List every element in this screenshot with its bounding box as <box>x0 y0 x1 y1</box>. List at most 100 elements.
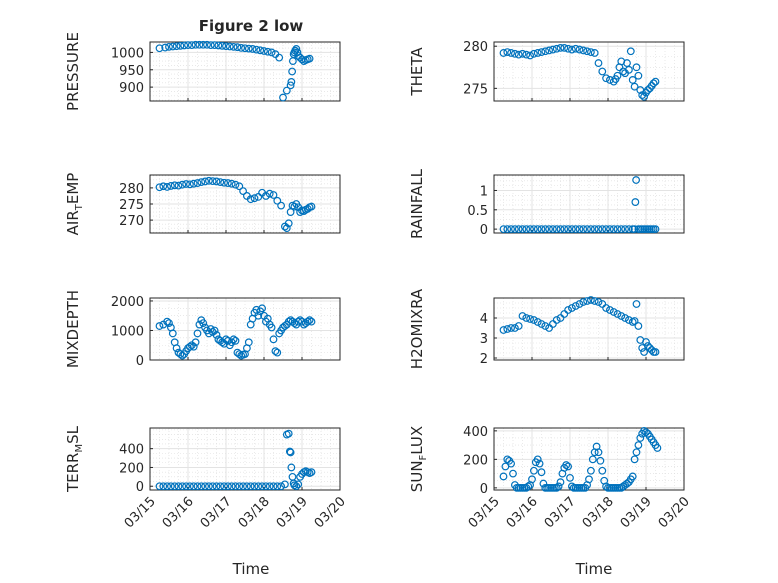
data-point <box>514 322 523 330</box>
data-point <box>189 342 198 351</box>
data-point <box>174 181 183 190</box>
data-point <box>285 447 294 456</box>
data-point <box>208 482 217 491</box>
data-point <box>287 463 296 472</box>
data-point <box>212 482 221 491</box>
data-point <box>587 296 595 304</box>
data-point <box>307 468 316 477</box>
data-point <box>227 179 236 188</box>
data-point <box>634 322 643 330</box>
data-point <box>613 71 622 80</box>
data-point <box>588 455 597 464</box>
data-point <box>284 219 293 228</box>
data-point <box>292 45 301 53</box>
data-point <box>282 86 291 95</box>
data-point <box>235 182 244 191</box>
data-point <box>172 42 181 51</box>
data-point <box>273 196 282 205</box>
data-point <box>587 225 595 234</box>
axes-box <box>149 174 341 234</box>
data-point <box>526 225 534 234</box>
data-point <box>187 41 196 50</box>
subplot-7: 0 200 400 03/15 03/16 03/17 03/18 03/19 03/20 TER… <box>64 425 349 531</box>
data-point <box>199 319 208 327</box>
subplot-1: 900 950 1000 PRESSURE <box>64 32 341 111</box>
y-tick-label: 950 <box>119 64 144 79</box>
data-point <box>256 46 265 55</box>
data-point <box>159 482 168 491</box>
y-axis-label-subscript: F <box>418 454 429 460</box>
data-point <box>560 225 569 234</box>
y-tick-label: 275 <box>119 198 144 213</box>
subplot-5: 0 1000 2000 MIXDEPTH <box>64 290 341 369</box>
data-point <box>613 310 622 318</box>
data-point <box>583 47 591 56</box>
data-point <box>242 482 251 491</box>
x-tick-label: 03/20 <box>312 494 349 531</box>
data-point <box>182 482 191 491</box>
data-point <box>216 482 225 491</box>
data-point <box>227 482 236 491</box>
data-point <box>625 225 633 234</box>
y-tick-label: 400 <box>463 425 488 440</box>
data-point <box>575 45 584 54</box>
data-point <box>598 225 607 234</box>
y-axis-label: SUNFLUX <box>408 426 429 492</box>
data-point <box>628 76 637 84</box>
data-point <box>628 472 637 481</box>
data-point <box>199 40 208 49</box>
data-point <box>539 479 548 488</box>
data-point <box>170 482 179 491</box>
data-point <box>231 482 240 491</box>
data-point <box>212 177 221 186</box>
data-point <box>598 466 607 475</box>
data-point <box>518 49 527 58</box>
y-axis-label: MIXDEPTH <box>64 290 82 368</box>
data-point <box>267 323 276 332</box>
y-axis-label: PRESSURE <box>64 32 82 111</box>
data-point <box>594 59 603 67</box>
x-tick-label: 03/18 <box>580 494 617 531</box>
data-point <box>178 180 187 189</box>
data-point <box>556 225 565 234</box>
data-point <box>594 298 603 306</box>
data-point <box>609 225 618 234</box>
data-point <box>195 40 204 49</box>
x-tick-label: 03/19 <box>274 494 311 531</box>
data-point <box>556 478 565 487</box>
data-point <box>530 225 538 234</box>
y-tick-label: 900 <box>119 81 144 96</box>
data-point <box>294 480 303 489</box>
data-point <box>286 448 295 457</box>
data-point <box>229 42 238 51</box>
data-point <box>233 43 242 52</box>
data-point <box>602 225 610 234</box>
data-point <box>545 225 553 234</box>
data-point <box>651 348 660 356</box>
data-point <box>518 225 527 234</box>
data-point <box>640 348 648 356</box>
y-axis-label: H2OMIXRA <box>408 288 426 369</box>
data-point <box>590 49 599 57</box>
data-point <box>552 225 561 234</box>
data-point <box>509 469 517 478</box>
data-point <box>246 195 255 204</box>
data-point <box>220 178 229 187</box>
y-axis-label-suffix: SL <box>64 425 82 444</box>
data-point <box>503 225 512 234</box>
data-point <box>568 225 576 234</box>
data-point <box>552 483 561 492</box>
data-point <box>258 304 267 313</box>
data-point <box>554 482 563 491</box>
data-point <box>562 461 571 469</box>
data-point <box>214 41 223 50</box>
data-point <box>566 473 574 482</box>
y-tick-label: 1 <box>480 184 488 199</box>
data-point <box>292 482 301 491</box>
data-point <box>155 44 164 53</box>
data-point <box>503 48 512 57</box>
data-point <box>541 322 550 330</box>
figure-title: Figure 2 low <box>199 17 304 35</box>
y-tick-label: 280 <box>463 40 488 55</box>
y-tick-label: 0 <box>136 480 144 495</box>
